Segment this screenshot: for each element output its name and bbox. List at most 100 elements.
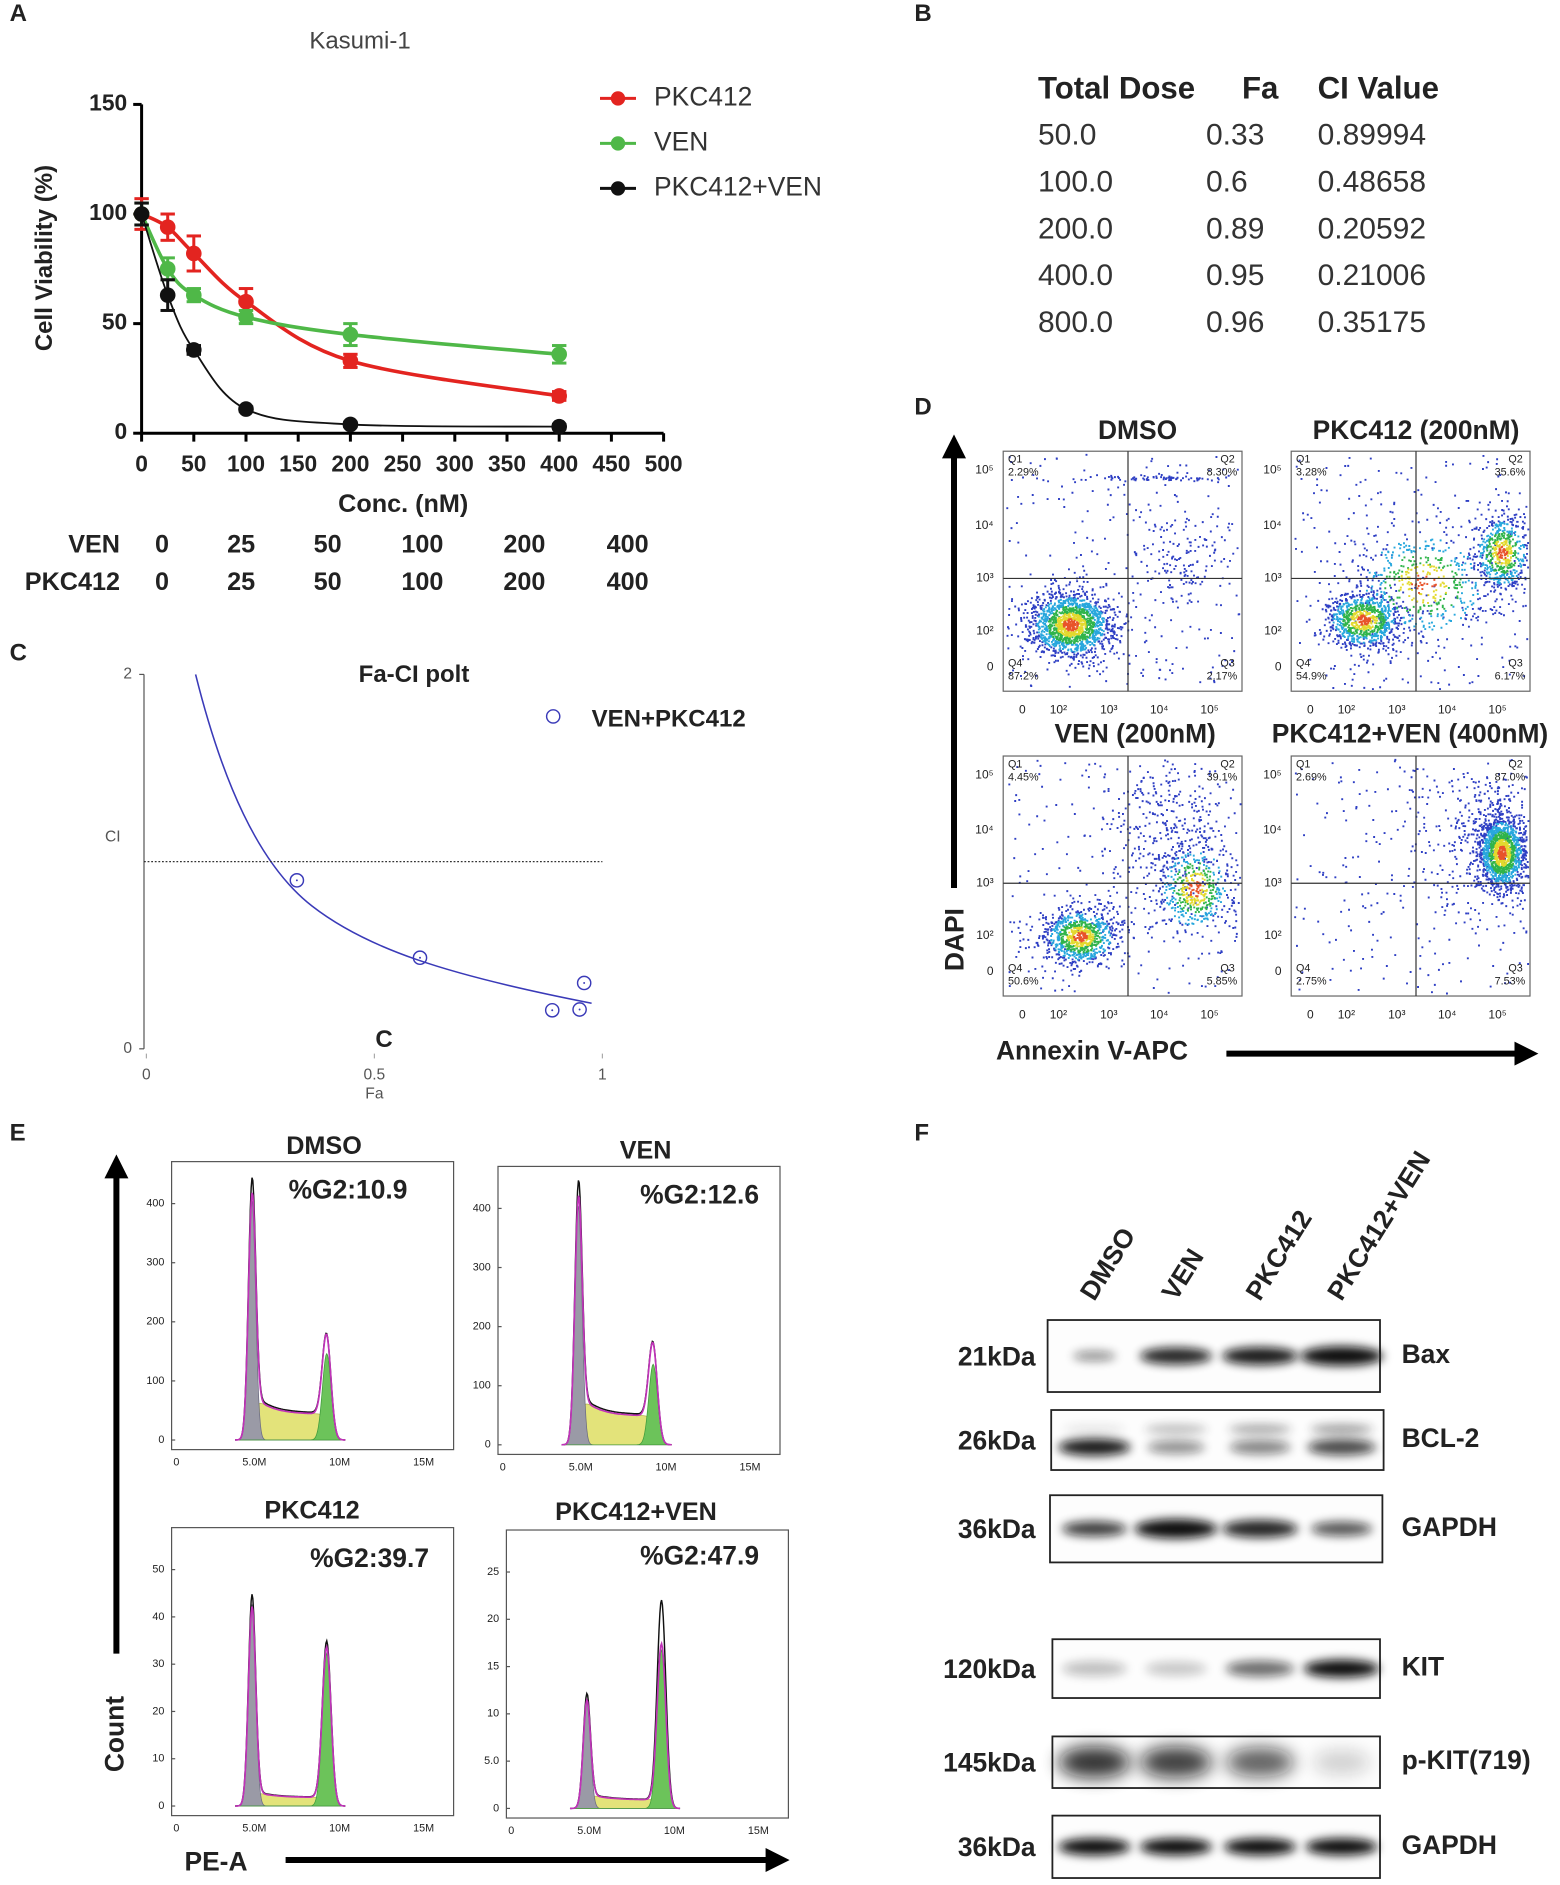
table-cell: 0.89994 xyxy=(1318,119,1426,152)
x-tick-label: 10³ xyxy=(1100,1007,1117,1021)
blot-band xyxy=(1134,1519,1218,1539)
g2-area xyxy=(235,1352,346,1441)
y-tick-label: 200 xyxy=(146,1316,164,1328)
y-axis-label: DAPI xyxy=(939,908,969,971)
y-axis-label: CI xyxy=(105,829,121,846)
legend-marker xyxy=(610,181,626,196)
legend-marker xyxy=(610,91,626,106)
point-center xyxy=(583,982,586,984)
quadrant-percent: 87.0% xyxy=(1495,771,1526,783)
x-tick-label: 5.0M xyxy=(242,1823,266,1835)
x-tick-label: 350 xyxy=(488,451,526,477)
quadrant-name: Q1 xyxy=(1008,758,1022,770)
table-header: CI Value xyxy=(1318,70,1439,105)
quadrant-percent: 50.6% xyxy=(1008,975,1039,987)
y-tick-label: 100 xyxy=(89,199,127,225)
g2-area xyxy=(561,1363,672,1446)
data-point xyxy=(551,388,567,404)
table-cell: 0.35175 xyxy=(1318,306,1426,339)
y-tick-label: 10² xyxy=(1264,928,1281,942)
data-point xyxy=(342,326,359,343)
plot-frame xyxy=(1290,755,1531,997)
x-tick-label: 10⁵ xyxy=(1488,703,1506,717)
series-line xyxy=(140,213,560,428)
panel-letter: E xyxy=(10,1119,26,1146)
x-tick-label: 10⁵ xyxy=(1488,1007,1506,1021)
x-tick-label: 0 xyxy=(1019,703,1026,717)
plot-title: PKC412 (200nM) xyxy=(1313,415,1520,445)
y-tick-label: 0 xyxy=(158,1800,164,1812)
data-point xyxy=(544,1002,560,1018)
legend-label: VEN xyxy=(654,126,708,156)
y-tick-label: 0 xyxy=(493,1802,499,1814)
quadrant-name: Q3 xyxy=(1220,657,1234,669)
cell-dots xyxy=(1062,618,1080,632)
x-tick-label: 10⁵ xyxy=(1200,703,1218,717)
quadrant-percent: 3.28% xyxy=(1296,467,1327,479)
lane-label: PKC412+VEN xyxy=(1321,1146,1436,1306)
y-tick-label: 0 xyxy=(1275,964,1282,978)
table-cell: 0.21006 xyxy=(1318,259,1426,292)
x-tick-label: 200 xyxy=(331,451,369,477)
y-tick-label: 50 xyxy=(152,1563,164,1575)
blot-band xyxy=(1310,1424,1373,1435)
y-tick-label: 0 xyxy=(987,659,994,673)
quadrant-percent: 8.30% xyxy=(1207,467,1238,479)
table-cell: 0.89 xyxy=(1206,212,1264,245)
x-tick-label: 10² xyxy=(1338,1007,1355,1021)
table-cell: 0.33 xyxy=(1206,119,1264,152)
protein-label: GAPDH xyxy=(1402,1512,1497,1542)
data-point xyxy=(186,342,202,358)
y-axis-label: Cell Viability (%) xyxy=(31,165,58,351)
y-tick-label: 400 xyxy=(473,1202,491,1214)
cell-dots xyxy=(1055,612,1087,638)
dose-value: 25 xyxy=(227,531,255,559)
table-cell: 800.0 xyxy=(1038,306,1113,339)
x-tick-label: 10³ xyxy=(1100,703,1117,717)
blot-band xyxy=(1222,1520,1298,1538)
y-tick-label: 10² xyxy=(976,623,993,637)
panel-letter: B xyxy=(914,0,931,27)
y-tick-label: 10⁴ xyxy=(975,823,994,837)
table-cell: 400.0 xyxy=(1038,259,1113,292)
y-tick-label: 15 xyxy=(487,1660,499,1672)
y-tick-label: 10 xyxy=(152,1753,164,1765)
x-axis-label: Fa xyxy=(365,1086,384,1103)
panel-letter: D xyxy=(914,393,931,420)
y-tick-label: 0 xyxy=(987,964,994,978)
x-tick-label: 300 xyxy=(436,451,474,477)
quadrant-percent: 87.2% xyxy=(1008,671,1039,683)
cell-dots xyxy=(1047,606,1096,645)
data-point xyxy=(238,293,254,310)
size-label: 36kDa xyxy=(958,1514,1036,1544)
y-tick-label: 0 xyxy=(485,1439,491,1451)
data-point xyxy=(342,353,359,369)
cell-dots xyxy=(1073,881,1202,943)
x-tick-label: 10M xyxy=(655,1461,676,1473)
legend-label: PKC412+VEN xyxy=(654,171,822,201)
x-tick-label: 10M xyxy=(329,1457,350,1469)
blot-band xyxy=(1058,1438,1131,1456)
lane-label: VEN xyxy=(1156,1243,1210,1305)
quadrant-name: Q1 xyxy=(1296,453,1310,465)
quadrant-percent: 7.53% xyxy=(1495,975,1526,987)
dose-row-label: VEN xyxy=(68,531,120,559)
y-tick-label: 300 xyxy=(473,1261,491,1273)
x-tick-label: 5.0M xyxy=(242,1457,266,1469)
y-tick-label: 100 xyxy=(473,1380,491,1392)
quadrant-percent: 6.17% xyxy=(1495,671,1526,683)
size-label: 36kDa xyxy=(958,1832,1036,1862)
y-tick-label: 0 xyxy=(1275,659,1282,673)
legend-marker xyxy=(610,136,626,151)
data-point xyxy=(159,261,176,277)
data-point xyxy=(186,287,202,303)
panel-letter: C xyxy=(10,639,27,666)
y-tick-label: 2 xyxy=(123,666,132,683)
x-tick-label: 250 xyxy=(384,451,422,477)
x-tick-label: 10⁴ xyxy=(1150,1007,1169,1021)
dose-value: 25 xyxy=(227,568,255,596)
plot-title: PKC412+VEN xyxy=(555,1498,717,1526)
blot-band xyxy=(1303,1659,1380,1678)
x-tick-label: 1 xyxy=(598,1066,607,1083)
y-tick-label: 10² xyxy=(976,928,993,942)
